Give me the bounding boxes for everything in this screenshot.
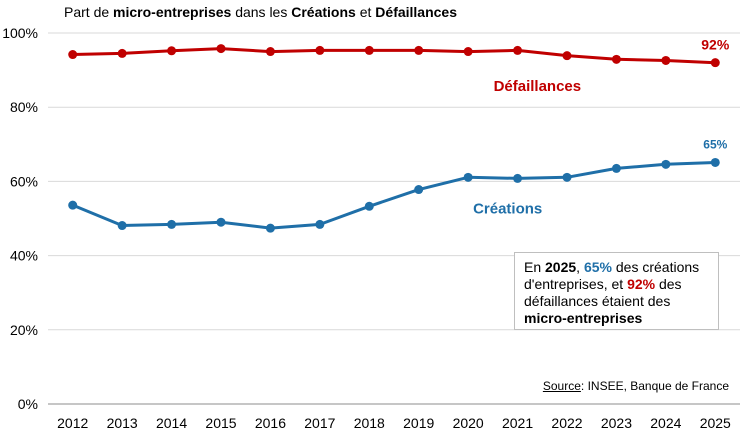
x-tick-label: 2023 xyxy=(601,415,632,431)
data-point-defaillances xyxy=(463,47,473,57)
y-tick-label: 0% xyxy=(18,396,38,412)
note-text: des défaillances étaient des xyxy=(524,276,682,309)
y-axis: 0% 20% 40% 60% 80% 100% xyxy=(2,25,38,412)
series-line-creations xyxy=(71,161,717,230)
data-point-defaillances xyxy=(117,48,127,58)
y-tick-label: 60% xyxy=(10,173,38,189)
grid-lines xyxy=(48,32,740,405)
data-point-defaillances xyxy=(710,58,720,68)
y-tick-label: 100% xyxy=(2,25,38,41)
x-tick-label: 2022 xyxy=(551,415,582,431)
data-point-creations xyxy=(117,221,127,231)
series-line-defaillances xyxy=(71,47,717,65)
x-axis: 2012 2013 2014 2015 2016 2017 2018 2019 2020 2021… xyxy=(57,415,731,431)
x-tick-label: 2021 xyxy=(502,415,533,431)
data-point-creations xyxy=(513,173,523,183)
x-tick-label: 2012 xyxy=(57,415,88,431)
annotation-box: En 2025, 65% des créations d'entreprises… xyxy=(514,252,719,330)
title-bold-defaillances: Défaillances xyxy=(375,4,458,20)
end-label-creations: 65% xyxy=(703,137,727,151)
series-group xyxy=(68,44,720,233)
x-tick-label: 2020 xyxy=(453,415,484,431)
note-bold-end: micro-entreprises xyxy=(524,310,643,326)
note-text: des créations d'entreprises, et xyxy=(524,259,700,292)
source-note: Source: INSEE, Banque de France xyxy=(543,379,729,393)
x-tick-label: 2019 xyxy=(403,415,434,431)
title-bold-creations: Créations xyxy=(291,4,356,20)
data-point-creations xyxy=(265,223,275,233)
title-part: Part de xyxy=(64,4,114,20)
data-point-creations xyxy=(414,185,424,195)
title-part: et xyxy=(355,4,376,20)
note-creations-pct: 65% xyxy=(583,259,612,275)
x-tick-label: 2018 xyxy=(354,415,385,431)
y-tick-label: 40% xyxy=(10,248,38,264)
source-text: : INSEE, Banque de France xyxy=(580,379,729,393)
note-text: , xyxy=(576,259,584,275)
data-point-creations xyxy=(167,219,177,229)
x-tick-label: 2014 xyxy=(156,415,187,431)
chart-title: Part de micro-entreprises dans les Créat… xyxy=(64,4,457,20)
data-point-creations xyxy=(364,201,374,211)
y-tick-label: 80% xyxy=(10,99,38,115)
note-text: En xyxy=(524,259,546,275)
title-bold-micro: micro-entreprises xyxy=(113,4,232,20)
data-point-defaillances xyxy=(364,45,374,55)
data-point-creations xyxy=(661,159,671,169)
data-point-creations xyxy=(68,200,78,210)
x-tick-label: 2017 xyxy=(304,415,335,431)
x-tick-label: 2015 xyxy=(205,415,236,431)
data-point-defaillances xyxy=(611,54,621,64)
series-name-defaillances: Défaillances xyxy=(494,78,582,95)
data-point-defaillances xyxy=(265,47,275,57)
x-tick-label: 2025 xyxy=(700,415,731,431)
data-point-defaillances xyxy=(167,46,177,56)
x-tick-label: 2016 xyxy=(255,415,286,431)
data-point-creations xyxy=(710,157,720,167)
note-defaillances-pct: 92% xyxy=(627,276,656,292)
series-name-creations: Créations xyxy=(473,201,542,218)
data-point-creations xyxy=(463,172,473,182)
data-point-creations xyxy=(611,163,621,173)
note-year: 2025 xyxy=(545,259,577,275)
source-label: Source xyxy=(542,379,581,393)
data-point-defaillances xyxy=(661,55,671,65)
data-point-creations xyxy=(216,217,226,227)
data-point-defaillances xyxy=(315,45,325,55)
data-point-defaillances xyxy=(414,45,424,55)
data-point-defaillances xyxy=(68,50,78,60)
x-tick-label: 2024 xyxy=(650,415,681,431)
x-tick-label: 2013 xyxy=(107,415,138,431)
series-labels: 92% Défaillances 65% Créations xyxy=(473,37,730,218)
data-point-defaillances xyxy=(216,44,226,54)
title-part: dans les xyxy=(231,4,292,20)
data-point-defaillances xyxy=(562,51,572,61)
data-point-defaillances xyxy=(513,45,523,55)
y-tick-label: 20% xyxy=(10,322,38,338)
end-label-defaillances: 92% xyxy=(701,37,730,53)
data-point-creations xyxy=(562,172,572,182)
data-point-creations xyxy=(315,219,325,229)
